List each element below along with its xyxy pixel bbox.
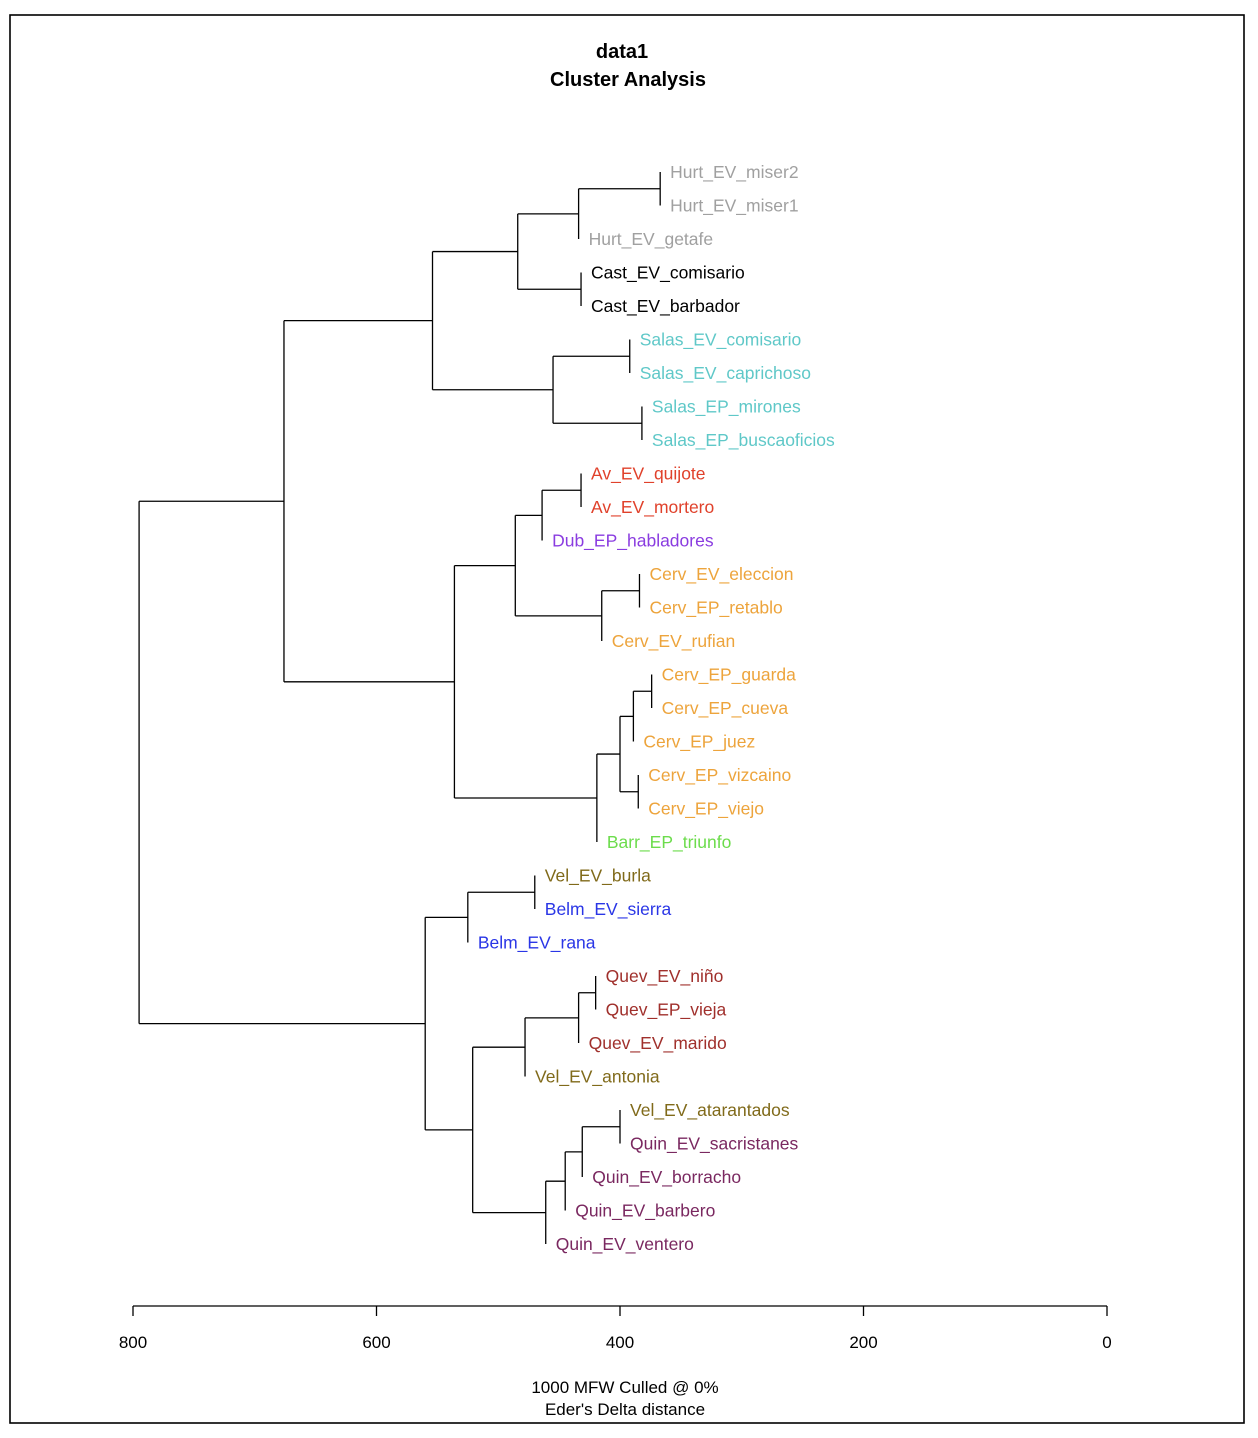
leaf-label: Hurt_EV_miser1: [670, 196, 798, 217]
leaf-label: Vel_EV_atarantados: [630, 1100, 790, 1121]
leaf-label: Quev_EV_niño: [606, 966, 724, 987]
axis-tick-label: 400: [606, 1333, 634, 1352]
leaf-labels: Hurt_EV_miser2 Hurt_EV_miser1 Hurt_EV_geta…: [478, 162, 835, 1255]
leaf-label: Vel_EV_antonia: [535, 1067, 660, 1088]
leaf-label: Cerv_EV_rufian: [612, 631, 736, 652]
leaf-label: Quin_EV_sacristanes: [630, 1134, 799, 1155]
leaf-label: Salas_EV_comisario: [640, 330, 801, 351]
leaf-label: Quin_EV_borracho: [592, 1167, 741, 1188]
plot-frame: [9, 14, 1245, 1424]
leaf-label: Quev_EP_vieja: [606, 1000, 727, 1021]
leaf-label: Hurt_EV_getafe: [589, 229, 714, 250]
chart-title: data1: [596, 41, 648, 63]
leaf-label: Cerv_EP_guarda: [662, 665, 797, 686]
leaf-label: Salas_EV_caprichoso: [640, 363, 811, 384]
axis-tick-label: 0: [1102, 1333, 1111, 1352]
axis-tick-label: 200: [849, 1333, 877, 1352]
leaf-label: Quev_EV_marido: [589, 1033, 727, 1054]
leaf-label: Cerv_EP_viejo: [648, 799, 764, 820]
axis-tick-label: 800: [119, 1333, 147, 1352]
leaf-label: Cast_EV_barbador: [591, 296, 740, 317]
chart-subtitle: Cluster Analysis: [550, 69, 706, 91]
axis-tick-label: 600: [362, 1333, 390, 1352]
leaf-label: Quin_EV_barbero: [575, 1201, 715, 1222]
leaf-label: Cerv_EP_cueva: [662, 698, 789, 719]
dendrogram-branches: [138, 172, 661, 1244]
leaf-label: Cerv_EP_juez: [643, 732, 755, 753]
leaf-label: Av_EV_mortero: [591, 497, 714, 518]
leaf-label: Cerv_EP_retablo: [649, 598, 782, 619]
leaf-label: Barr_EP_triunfo: [607, 832, 732, 853]
caption-distance: Eder's Delta distance: [545, 1400, 705, 1419]
leaf-label: Av_EV_quijote: [591, 464, 706, 485]
leaf-label: Belm_EV_rana: [478, 933, 596, 954]
leaf-label: Dub_EP_habladores: [552, 531, 714, 552]
leaf-label: Salas_EP_buscaoficios: [652, 430, 835, 451]
leaf-label: Cerv_EP_vizcaino: [648, 765, 791, 786]
caption-mfw: 1000 MFW Culled @ 0%: [531, 1378, 718, 1397]
leaf-label: Cast_EV_comisario: [591, 263, 745, 284]
leaf-label: Hurt_EV_miser2: [670, 162, 798, 183]
leaf-label: Quin_EV_ventero: [556, 1234, 694, 1255]
leaf-label: Belm_EV_sierra: [545, 899, 672, 920]
x-axis: 800 600 400 200 0: [119, 1305, 1112, 1352]
leaf-label: Cerv_EV_eleccion: [649, 564, 793, 585]
leaf-label: Salas_EP_mirones: [652, 397, 801, 418]
leaf-label: Vel_EV_burla: [545, 866, 651, 887]
